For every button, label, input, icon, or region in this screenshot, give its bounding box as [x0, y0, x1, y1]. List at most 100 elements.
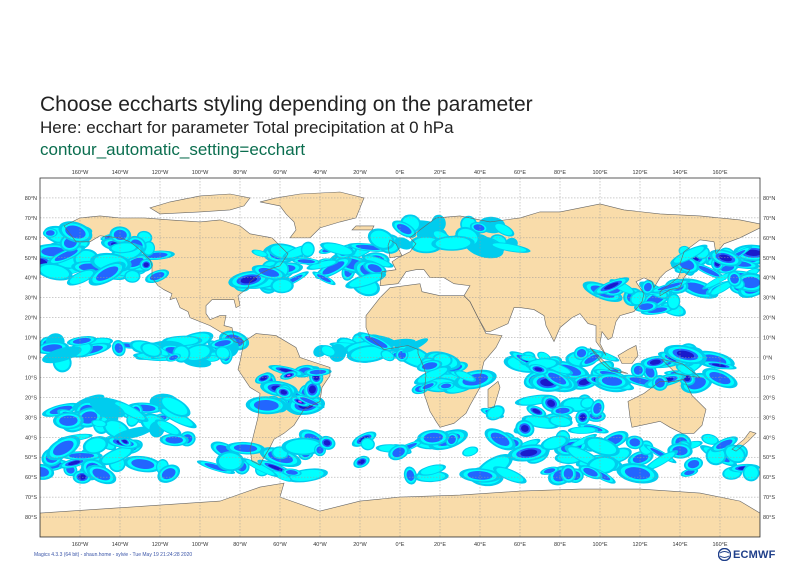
lon-label-bottom: 40°E	[474, 542, 486, 548]
lat-label-left: 70°S	[25, 495, 37, 501]
map-subtitle: Here: ecchart for parameter Total precip…	[40, 118, 454, 137]
precip-n-pacific	[40, 221, 175, 286]
lat-label-right: 10°N	[763, 336, 775, 342]
lon-label-top: 140°E	[672, 170, 687, 176]
lon-label-bottom: 20°W	[353, 542, 367, 548]
lat-label-right: 70°N	[763, 216, 775, 222]
coastline-arctic-islands	[149, 193, 251, 215]
map-setting-text: contour_automatic_setting=ecchart	[40, 140, 306, 159]
map-frame	[39, 177, 761, 538]
left-lat-labels: 80°N 70°N 60°N 50°N 40°N 30°N 20°N 10°N 0°N 10°S 2…	[25, 196, 38, 521]
precip-central-africa	[411, 351, 497, 395]
precip-amazon	[245, 364, 332, 416]
lat-label-left: 30°S	[25, 415, 37, 421]
lon-label-top: 40°W	[313, 170, 327, 176]
lat-label-left: 40°S	[25, 435, 37, 441]
lon-label-top: 20°E	[434, 170, 446, 176]
lat-label-right: 30°N	[763, 296, 775, 302]
map-grid-layer	[40, 178, 760, 537]
lat-label-right: 10°S	[763, 375, 775, 381]
lon-label-bottom: 140°W	[112, 542, 129, 548]
lat-label-right: 50°N	[763, 256, 775, 262]
lon-label-bottom: 40°W	[313, 542, 327, 548]
lon-label-bottom: 120°E	[632, 542, 647, 548]
lat-label-left: 60°N	[25, 236, 37, 242]
lat-label-left: 10°N	[25, 336, 37, 342]
lon-label-top: 40°E	[474, 170, 486, 176]
lat-label-left: 20°S	[25, 395, 37, 401]
coastline-uk	[387, 239, 403, 259]
lon-label-top: 80°E	[554, 170, 566, 176]
lon-label-top: 0°E	[396, 170, 405, 176]
lon-label-top: 120°E	[632, 170, 647, 176]
lat-label-right: 20°S	[763, 395, 775, 401]
lat-label-left: 0°N	[28, 356, 37, 362]
coastline-iceland	[351, 225, 375, 231]
lat-label-right: 50°S	[763, 455, 775, 461]
land-greenland	[260, 192, 364, 238]
precip-south-indian	[480, 394, 609, 438]
lat-label-left: 70°N	[25, 216, 37, 222]
land-madagascar	[488, 381, 500, 408]
coastline-borneo	[617, 345, 639, 364]
map-title: Choose eccharts styling depending on the…	[40, 93, 533, 116]
lon-label-bottom: 80°E	[554, 542, 566, 548]
precip-indo-pacific	[503, 343, 738, 394]
lat-label-right: 80°S	[763, 515, 775, 521]
lat-label-right: 30°S	[763, 415, 775, 421]
precip-n-europe	[367, 214, 531, 259]
right-lat-labels: 80°N 70°N 60°N 50°N 40°N 30°N 20°N 10°N 0°N 10°S 2…	[763, 196, 775, 521]
land-north-america	[64, 215, 288, 344]
bottom-lon-labels: 160°W 140°W 120°W 100°W 80°W 60°W 40°W 20°W 0°E 2…	[72, 542, 728, 548]
lat-label-right: 60°S	[763, 475, 775, 481]
coastline-new-guinea	[661, 359, 702, 378]
lon-label-bottom: 120°W	[152, 542, 169, 548]
coastline-antarctica	[40, 482, 760, 537]
lat-label-left: 40°N	[25, 276, 37, 282]
land-arctic-islands	[150, 194, 250, 214]
coastline-australia	[627, 379, 707, 434]
lon-label-top: 100°W	[192, 170, 209, 176]
precip-nw-pacific	[670, 244, 760, 299]
lat-label-right: 40°N	[763, 276, 775, 282]
lon-label-bottom: 160°W	[72, 542, 89, 548]
coastline-north-america	[63, 215, 289, 344]
coastline-madagascar	[487, 380, 501, 408]
lat-label-right: 60°N	[763, 236, 775, 242]
lat-label-right: 70°S	[763, 495, 775, 501]
lon-label-top: 120°W	[152, 170, 169, 176]
lon-label-bottom: 20°E	[434, 542, 446, 548]
lat-label-left: 80°S	[25, 515, 37, 521]
coastline-japan	[659, 267, 691, 297]
lon-label-bottom: 80°W	[233, 542, 247, 548]
coastline-new-zealand	[731, 430, 757, 452]
lat-label-left: 80°N	[25, 196, 37, 202]
footer-text: Magics 4.3.3 (64 bit) - shaun.home - syl…	[34, 552, 193, 558]
lon-label-top: 160°W	[72, 170, 89, 176]
coastline-sumatra-java	[589, 347, 629, 374]
ecmwf-logo-text: ECMWF	[733, 548, 776, 561]
coastline-africa	[365, 283, 503, 428]
lat-label-right: 0°N	[763, 356, 772, 362]
lon-label-top: 60°W	[273, 170, 287, 176]
lon-label-top: 60°E	[514, 170, 526, 176]
lon-label-top: 140°W	[112, 170, 129, 176]
title-block: Choose eccharts styling depending on the…	[40, 92, 533, 161]
lon-label-top: 160°E	[712, 170, 727, 176]
lat-label-right: 20°N	[763, 316, 775, 322]
precip-east-asia	[582, 277, 691, 317]
lon-label-bottom: 60°W	[273, 542, 287, 548]
lat-label-left: 20°N	[25, 316, 37, 322]
lon-label-top: 80°W	[233, 170, 247, 176]
lon-label-bottom: 100°W	[192, 542, 209, 548]
land-iceland	[352, 225, 374, 230]
lat-label-left: 30°N	[25, 296, 37, 302]
ecmwf-logo: ECMWF	[718, 548, 776, 561]
land-borneo	[618, 345, 638, 364]
lat-label-left: 50°S	[25, 455, 37, 461]
lat-label-left: 60°S	[25, 475, 37, 481]
lon-label-top: 20°W	[353, 170, 367, 176]
lat-label-left: 50°N	[25, 256, 37, 262]
lon-label-bottom: 0°E	[396, 542, 405, 548]
